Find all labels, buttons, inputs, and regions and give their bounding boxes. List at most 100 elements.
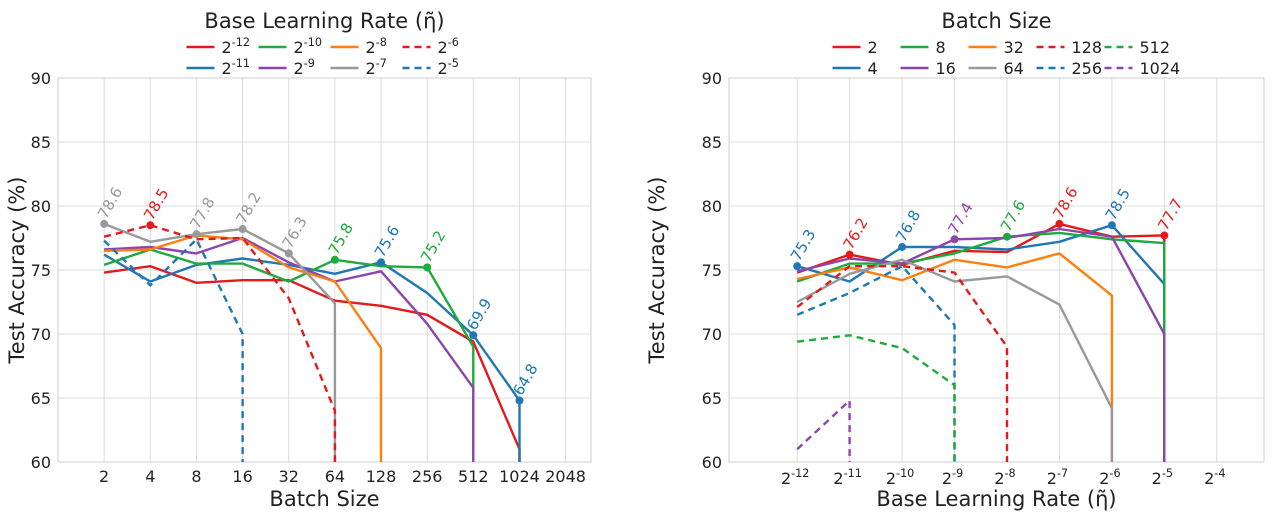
y-tick-label: 60 xyxy=(702,453,722,472)
y-tick-label: 90 xyxy=(702,69,722,88)
x-tick-label: 32 xyxy=(279,467,299,486)
peak-label: 78.2 xyxy=(232,189,264,227)
peak-marker xyxy=(192,230,201,239)
x-tick-label: 1024 xyxy=(499,467,540,486)
peak-label: 77.8 xyxy=(186,194,218,232)
x-tick-label: 512 xyxy=(458,467,489,486)
x-tick-label: 128 xyxy=(366,467,397,486)
peak-marker xyxy=(793,262,802,271)
peak-marker xyxy=(238,225,247,234)
peak-label: 76.8 xyxy=(892,207,924,245)
series-group xyxy=(103,222,521,462)
legend-label: 2-11 xyxy=(222,57,250,78)
x-tick-label: 8 xyxy=(191,467,201,486)
peak-marker xyxy=(515,396,524,405)
peak-marker xyxy=(1002,232,1011,241)
series-line xyxy=(103,223,337,462)
x-tick-label: 64 xyxy=(325,467,345,486)
series-line xyxy=(797,334,956,462)
legend-title: Base Learning Rate (η̃) xyxy=(204,9,444,33)
legend-label: 2-8 xyxy=(366,36,387,57)
y-tick-label: 85 xyxy=(31,133,51,152)
x-tick-label: 2-8 xyxy=(994,467,1015,488)
legend-label: 2-6 xyxy=(438,36,459,57)
legend-label: 8 xyxy=(936,38,946,57)
peak-label: 77.6 xyxy=(997,197,1029,235)
peak-marker xyxy=(898,242,907,251)
y-tick-label: 80 xyxy=(702,197,722,216)
peak-label: 75.8 xyxy=(325,220,357,258)
x-tick-label: 2 xyxy=(99,467,109,486)
peak-label: 77.7 xyxy=(1154,196,1186,234)
chart-learning-rate-vs-accuracy: 60 65 70 75 80 85 90 2-12 2-11 2-10 2-9 2-8 2-7 2-6 2-… xyxy=(645,9,1265,511)
legend-label: 1024 xyxy=(1140,59,1181,78)
peak-label: 78.6 xyxy=(1049,184,1081,222)
y-tick-label: 75 xyxy=(31,261,51,280)
x-tick-label: 256 xyxy=(412,467,443,486)
series-group xyxy=(796,222,1166,462)
peak-marker xyxy=(1160,231,1169,240)
peak-marker xyxy=(950,235,959,244)
peak-label: 78.5 xyxy=(1102,185,1134,223)
plot-frame xyxy=(728,77,1265,463)
peak-label: 78.5 xyxy=(140,185,172,223)
y-tick-label: 85 xyxy=(702,133,722,152)
x-tick-label: 16 xyxy=(232,467,252,486)
y-axis-label: Test Accuracy (%) xyxy=(5,177,29,365)
x-tick-label: 2-12 xyxy=(781,467,809,488)
y-tick-label: 90 xyxy=(31,69,51,88)
peak-label: 75.6 xyxy=(371,222,403,260)
legend-title: Batch Size xyxy=(941,9,1051,33)
peak-label: 76.3 xyxy=(279,213,311,251)
peak-label: 75.3 xyxy=(787,226,819,264)
peak-label: 69.9 xyxy=(463,295,495,333)
legend-label: 2 xyxy=(868,38,878,57)
legend-label: 64 xyxy=(1004,59,1024,78)
peak-marker xyxy=(100,219,109,228)
peak-label: 77.4 xyxy=(944,199,976,237)
legend-label: 2-9 xyxy=(294,57,315,78)
x-tick-label: 2048 xyxy=(545,467,586,486)
y-tick-label: 75 xyxy=(702,261,722,280)
peak-marker xyxy=(845,250,854,259)
y-tick-label: 60 xyxy=(31,453,51,472)
legend-label: 32 xyxy=(1004,38,1024,57)
peak-marker xyxy=(423,263,432,272)
peak-marker xyxy=(284,249,293,258)
series-line xyxy=(104,234,383,462)
series-line xyxy=(104,236,475,462)
x-tick-label: 4 xyxy=(145,467,155,486)
peak-marker xyxy=(469,331,478,340)
x-tick-label: 2-4 xyxy=(1204,467,1225,488)
chart-panel-batch-size: 60 65 70 75 80 85 90 2 4 8 16 32 64 128 256 512 1024 2048… xyxy=(0,0,640,515)
legend-label: 2-5 xyxy=(438,57,459,78)
series-line xyxy=(103,238,244,462)
x-tick-label: 2-11 xyxy=(833,467,861,488)
series-line xyxy=(103,253,521,462)
x-axis-label: Base Learning Rate (η̃) xyxy=(876,487,1116,511)
peak-label: 64.8 xyxy=(509,361,541,399)
legend-label: 2-7 xyxy=(366,57,387,78)
legend-label: 2-12 xyxy=(222,36,250,57)
legend-label: 128 xyxy=(1072,38,1103,57)
series-line xyxy=(796,399,851,462)
legend-label: 512 xyxy=(1140,38,1171,57)
y-axis-label: Test Accuracy (%) xyxy=(645,177,669,365)
series-line xyxy=(796,258,1114,462)
peak-marker xyxy=(146,221,155,230)
x-tick-label: 2-7 xyxy=(1047,467,1068,488)
series-line xyxy=(796,265,1009,462)
x-tick-label: 2-5 xyxy=(1152,467,1173,488)
chart-batch-size-vs-accuracy: 60 65 70 75 80 85 90 2 4 8 16 32 64 128 256 512 1024 2048… xyxy=(5,9,592,511)
y-tick-label: 65 xyxy=(31,389,51,408)
x-tick-label: 2-10 xyxy=(886,467,914,488)
peak-label: 75.2 xyxy=(417,228,449,266)
peak-marker xyxy=(330,255,339,264)
y-tick-label: 70 xyxy=(702,325,722,344)
series-line xyxy=(796,252,1114,462)
series-line xyxy=(103,265,521,462)
legend-label: 16 xyxy=(936,59,956,78)
legend-label: 256 xyxy=(1072,59,1103,78)
x-axis-label: Batch Size xyxy=(269,487,379,511)
peak-label: 76.2 xyxy=(840,215,872,253)
